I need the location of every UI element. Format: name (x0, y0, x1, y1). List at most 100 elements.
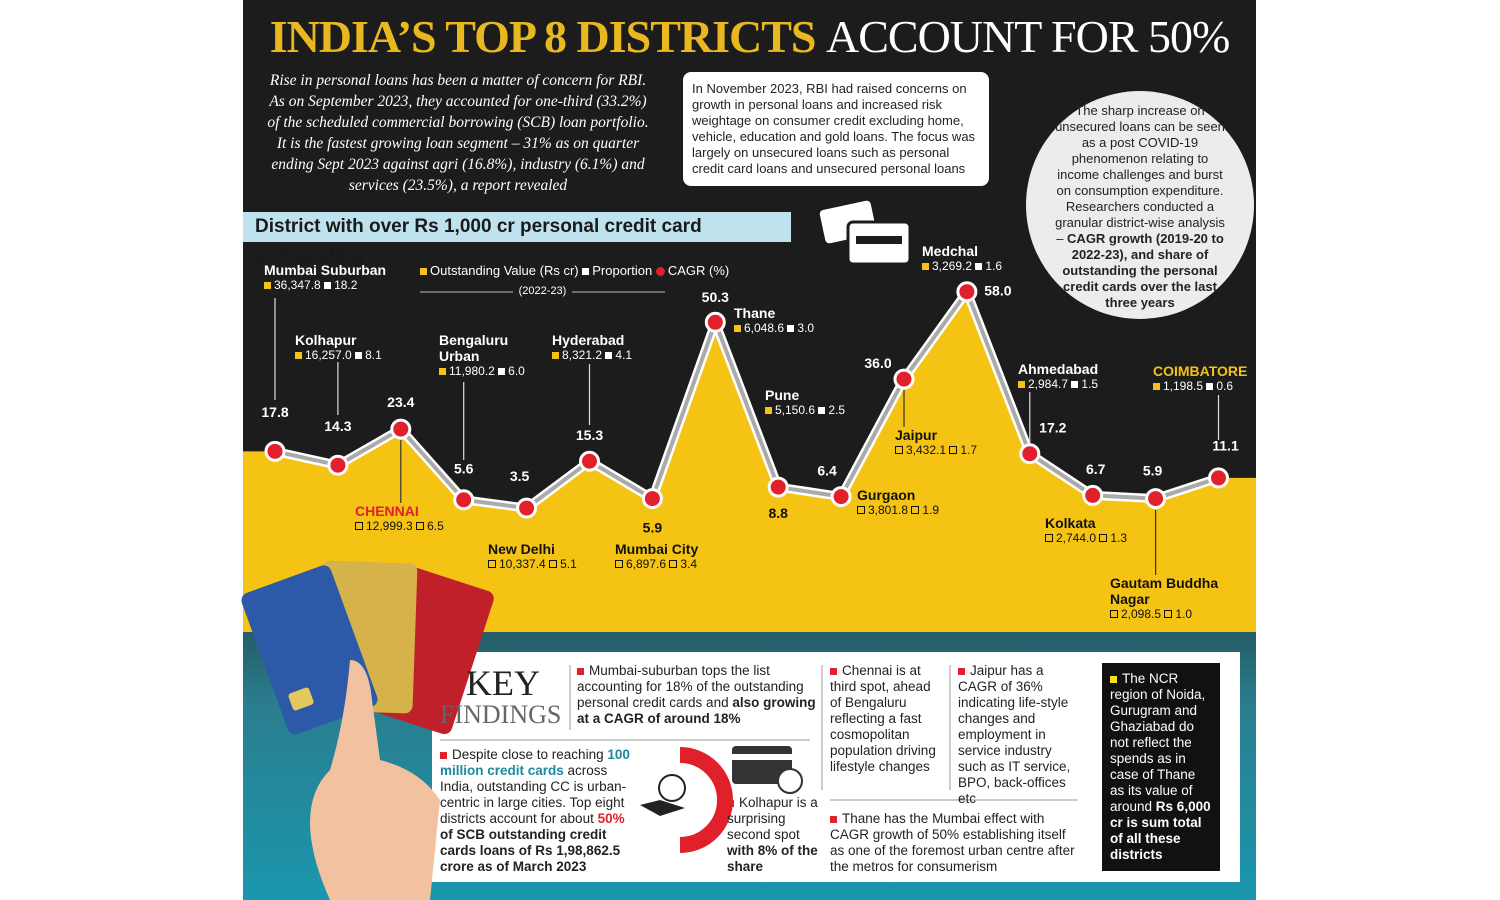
icon-stripe (732, 754, 792, 760)
district-values: 3,432.1 1.7 (895, 443, 977, 458)
district-label: Pune 5,150.6 2.5 (765, 387, 845, 418)
district-label: Gurgaon 3,801.8 1.9 (857, 487, 939, 518)
circle-text: The sharp increase on unsecured loans ca… (1055, 103, 1225, 246)
district-name: Kolhapur (295, 332, 357, 348)
outstanding-value: 3,801.8 (868, 503, 909, 517)
proportion-value: 6.0 (508, 364, 525, 378)
outstanding-value: 10,337.4 (499, 557, 546, 571)
swatch (765, 406, 772, 414)
finding: Chennai is at third spot, ahead of Benga… (830, 663, 945, 775)
swatch (734, 324, 741, 332)
swatch (1164, 610, 1173, 619)
district-values: 12,999.3 6.5 (355, 519, 444, 534)
value-label: 5.9 (1143, 462, 1163, 478)
swatch (416, 522, 425, 531)
proportion-value: 1.0 (1175, 607, 1193, 621)
district-label: Thane 6,048.6 3.0 (734, 305, 814, 336)
data-point (453, 489, 475, 511)
proportion-value: 1.9 (922, 503, 940, 517)
finding-text: 100 million credit cards (440, 747, 630, 778)
district-name: Thane (734, 305, 776, 321)
outstanding-value: 2,098.5 (1121, 607, 1162, 621)
district-label: CHENNAI 12,999.3 6.5 (355, 503, 444, 534)
swatch (549, 560, 558, 569)
value-label: 11.1 (1212, 438, 1239, 454)
outstanding-value: 2,744.0 (1056, 531, 1097, 545)
swatch (818, 406, 826, 414)
data-point (704, 311, 726, 333)
finding: Jaipur has a CAGR of 36% indicating life… (958, 663, 1080, 807)
swatch (787, 324, 795, 332)
chart-title: District with over Rs 1,000 cr personal … (243, 212, 791, 267)
outstanding-value: 2,984.7 (1028, 377, 1069, 391)
district-values: 11,980.2 6.0 (439, 364, 539, 379)
outstanding-value: 1,198.5 (1163, 379, 1204, 393)
icon-stripe (856, 236, 902, 244)
finding-text: Mumbai-suburban tops the list accounting… (577, 663, 804, 710)
value-label: 17.8 (261, 404, 288, 420)
value-label: 8.8 (768, 505, 788, 521)
district-name: Medchal (922, 243, 979, 259)
district-values: 6,048.6 3.0 (734, 321, 814, 336)
proportion-value: 18.2 (334, 278, 358, 292)
value-label: 14.3 (324, 418, 351, 434)
swatch (911, 506, 920, 515)
note-box: In November 2023, RBI had raised concern… (683, 72, 989, 186)
value-label: 23.4 (387, 394, 414, 410)
swatch (488, 560, 496, 569)
legend-item: Proportion (592, 263, 653, 278)
icon-coin (658, 774, 686, 802)
district-label: Mumbai City 6,897.6 3.4 (615, 541, 698, 572)
area-fill (243, 291, 1256, 632)
district-values: 8,321.2 4.1 (552, 348, 632, 363)
swatch (498, 367, 506, 375)
proportion-value: 1.3 (1110, 531, 1128, 545)
district-name: Mumbai Suburban (264, 262, 387, 278)
outstanding-value: 3,432.1 (906, 443, 947, 457)
swatch (1099, 534, 1108, 543)
outstanding-value: 8,321.2 (562, 348, 603, 362)
district-label: Jaipur 3,432.1 1.7 (895, 427, 977, 458)
finding-text: Thane has the Mumbai effect with CAGR gr… (830, 811, 1075, 874)
value-label: 58.0 (984, 282, 1011, 298)
swatch (605, 351, 613, 359)
swatch (1071, 380, 1079, 388)
outstanding-value: 16,257.0 (305, 348, 352, 362)
district-values: 1,198.5 0.6 (1153, 379, 1247, 394)
outstanding-value: 3,269.2 (932, 259, 973, 273)
data-point (516, 497, 538, 519)
icon-rupee (777, 768, 803, 794)
swatch (615, 560, 623, 569)
district-name: Kolkata (1045, 515, 1096, 531)
district-name: Hyderabad (552, 332, 625, 348)
district-label: Gautam Buddha Nagar 2,098.5 1.0 (1110, 575, 1230, 622)
legend: Outstanding Value (Rs cr) Proportion CAG… (420, 263, 729, 278)
district-values: 3,801.8 1.9 (857, 503, 939, 518)
finding-text: The NCR region of Noida, Gurugram and Gh… (1110, 671, 1206, 814)
data-point (830, 486, 852, 508)
outstanding-value: 36,347.8 (274, 278, 321, 292)
district-name: Gurgaon (857, 487, 916, 503)
legend-subtitle: (2022-23) (420, 285, 665, 297)
district-label: Medchal 3,269.2 1.6 (922, 243, 1002, 274)
data-point (1082, 484, 1104, 506)
district-values: 10,337.4 5.1 (488, 557, 577, 572)
swatch (857, 506, 865, 515)
data-point (641, 488, 663, 510)
finding-text: across India, outstanding CC is urban-ce… (440, 763, 627, 826)
data-point (327, 454, 349, 476)
outstanding-value: 12,999.3 (366, 519, 413, 533)
icon-hand (640, 800, 685, 816)
value-label: 36.0 (864, 355, 891, 371)
outstanding-value: 6,048.6 (744, 321, 785, 335)
subtitle: (2022-23) (512, 285, 573, 297)
outstanding-value: 5,150.6 (775, 403, 816, 417)
district-label: COIMBATORE 1,198.5 0.6 (1153, 363, 1247, 394)
district-values: 2,098.5 1.0 (1110, 607, 1230, 622)
proportion-value: 3.4 (680, 557, 698, 571)
swatch (895, 446, 903, 455)
district-name: CHENNAI (355, 503, 419, 519)
finding-text: 50% (597, 811, 625, 826)
proportion-value: 0.6 (1216, 379, 1234, 393)
